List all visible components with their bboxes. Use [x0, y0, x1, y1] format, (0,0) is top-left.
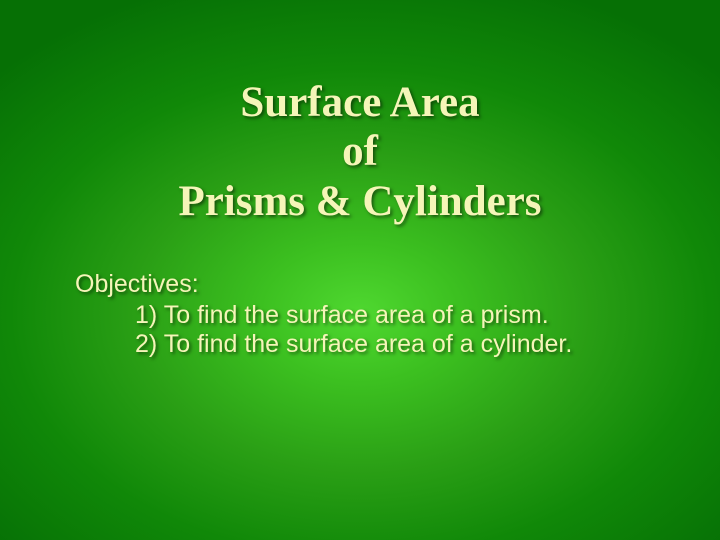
objectives-block: Objectives: 1) To find the surface area … — [75, 270, 572, 359]
title-line-3: Prisms & Cylinders — [0, 177, 720, 226]
title-line-2: of — [0, 127, 720, 176]
slide-title: Surface Area of Prisms & Cylinders — [0, 78, 720, 226]
objective-item-2: 2) To find the surface area of a cylinde… — [75, 330, 572, 359]
objective-item-1: 1) To find the surface area of a prism. — [75, 301, 572, 330]
title-line-1: Surface Area — [0, 78, 720, 127]
slide: Surface Area of Prisms & Cylinders Objec… — [0, 0, 720, 540]
objectives-heading: Objectives: — [75, 270, 572, 299]
